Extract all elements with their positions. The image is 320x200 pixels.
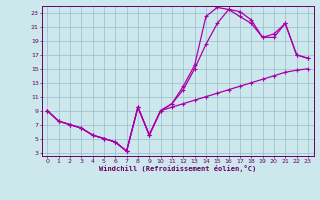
X-axis label: Windchill (Refroidissement éolien,°C): Windchill (Refroidissement éolien,°C): [99, 165, 256, 172]
